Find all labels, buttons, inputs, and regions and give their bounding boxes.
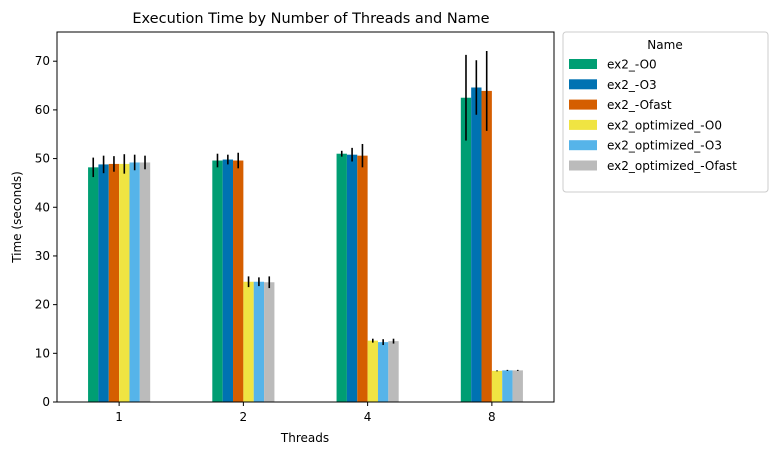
bar <box>512 370 523 402</box>
bar <box>108 163 120 402</box>
bar <box>491 370 503 402</box>
x-tick-label: 4 <box>364 410 372 424</box>
legend-swatch <box>569 59 597 69</box>
bar <box>388 341 399 402</box>
bar <box>129 162 140 402</box>
y-tick-label: 70 <box>35 54 50 68</box>
y-axis-label: Time (seconds) <box>10 171 24 264</box>
legend-swatch <box>569 140 597 151</box>
bar <box>357 155 368 402</box>
legend-frame <box>562 31 769 193</box>
bar <box>367 340 378 402</box>
legend-entry-label: ex2_-O0 <box>607 58 657 72</box>
chart-title: Execution Time by Number of Threads and … <box>132 11 489 27</box>
y-tick-label: 50 <box>35 152 50 166</box>
legend-swatch <box>569 160 597 171</box>
bar <box>88 167 99 402</box>
bar <box>460 97 472 402</box>
y-tick-label: 10 <box>35 346 50 360</box>
bar <box>377 342 389 402</box>
bar <box>233 160 244 402</box>
bar <box>471 87 482 402</box>
x-axis-label: Threads <box>280 431 329 445</box>
y-tick-label: 40 <box>35 200 50 214</box>
legend-swatch <box>569 79 597 90</box>
legend-entry-label: ex2_-Ofast <box>607 98 672 112</box>
bar <box>222 159 234 402</box>
legend-title: Name <box>647 38 682 52</box>
bar <box>346 154 358 402</box>
bar <box>481 90 492 402</box>
y-tick-label: 60 <box>35 103 50 117</box>
bar <box>253 281 265 402</box>
x-tick-label: 2 <box>240 410 248 424</box>
y-tick-label: 30 <box>35 249 50 263</box>
plot-area <box>88 50 523 402</box>
axes-frame <box>56 31 555 403</box>
bar <box>119 163 130 402</box>
legend-entry-label: ex2_optimized_-Ofast <box>607 159 737 173</box>
axis-ticks: 0 10 20 30 40 50 60 70 1 2 4 8 <box>35 54 496 424</box>
x-tick-label: 8 <box>488 410 496 424</box>
y-tick-label: 0 <box>42 395 50 409</box>
bar <box>243 281 254 402</box>
y-tick-label: 20 <box>35 298 50 312</box>
legend-entry-label: ex2_optimized_-O3 <box>607 139 722 153</box>
bar <box>98 164 109 402</box>
legend: Name ex2_-O0 ex2_-O3 ex2_-Ofast ex2_optimiz… <box>562 31 769 193</box>
bar <box>336 153 347 402</box>
legend-swatch <box>569 99 597 110</box>
x-tick-label: 1 <box>115 410 123 424</box>
legend-entry-label: ex2_optimized_-O0 <box>607 118 722 132</box>
legend-swatch <box>569 119 597 130</box>
bar <box>212 160 223 402</box>
bar <box>502 370 513 402</box>
legend-entry-label: ex2_-O3 <box>607 78 657 92</box>
bar <box>139 162 151 402</box>
bar <box>264 282 275 402</box>
